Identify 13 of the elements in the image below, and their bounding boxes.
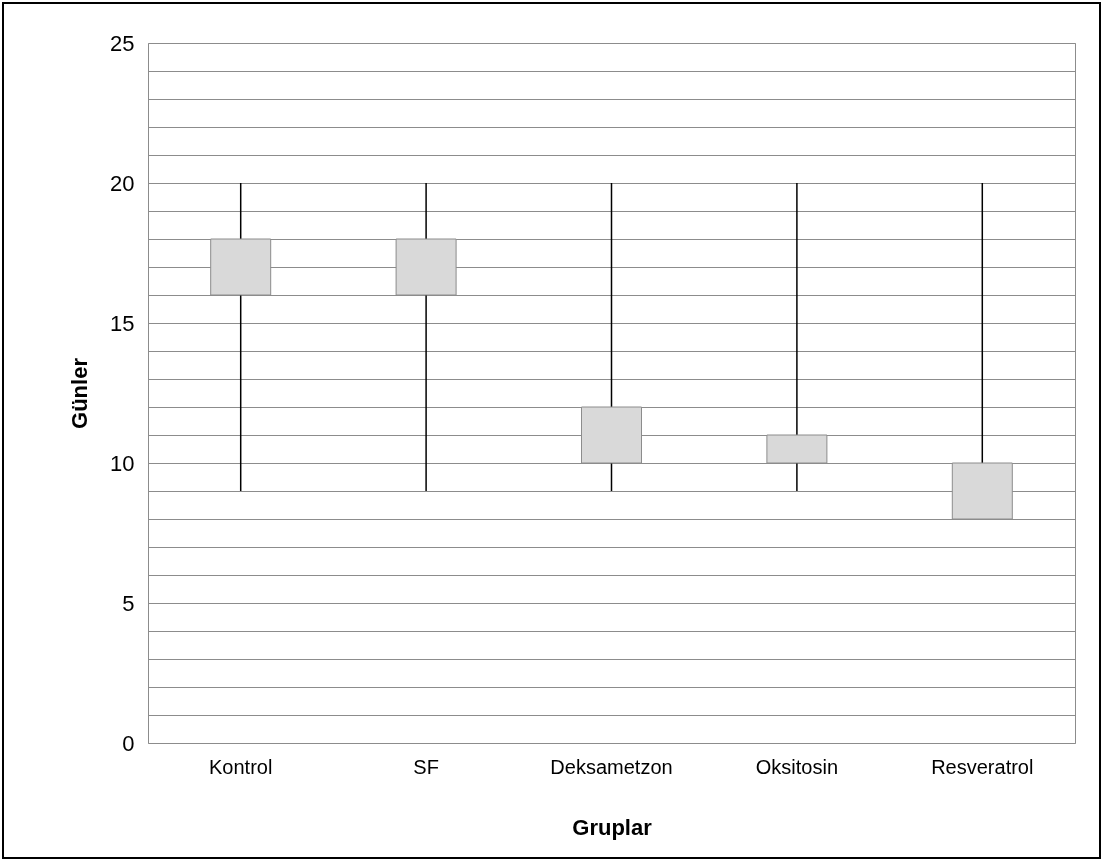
x-tick-label: Oksitosin bbox=[755, 755, 839, 778]
y-tick-label: 20 bbox=[110, 170, 135, 196]
y-tick-label: 15 bbox=[110, 310, 135, 336]
y-tick-label: 0 bbox=[122, 730, 135, 756]
x-axis-title: Gruplar bbox=[572, 814, 653, 840]
x-tick-label: Kontrol bbox=[209, 755, 273, 778]
y-tick-label: 5 bbox=[122, 590, 135, 616]
x-tick-label: SF bbox=[413, 755, 439, 778]
y-tick-label: 25 bbox=[110, 30, 135, 56]
x-tick-label: Resveratrol bbox=[931, 755, 1034, 778]
y-axis-title: Günler bbox=[67, 357, 93, 429]
y-tick-label: 10 bbox=[110, 450, 135, 476]
x-tick-label: Deksametzon bbox=[550, 755, 673, 778]
